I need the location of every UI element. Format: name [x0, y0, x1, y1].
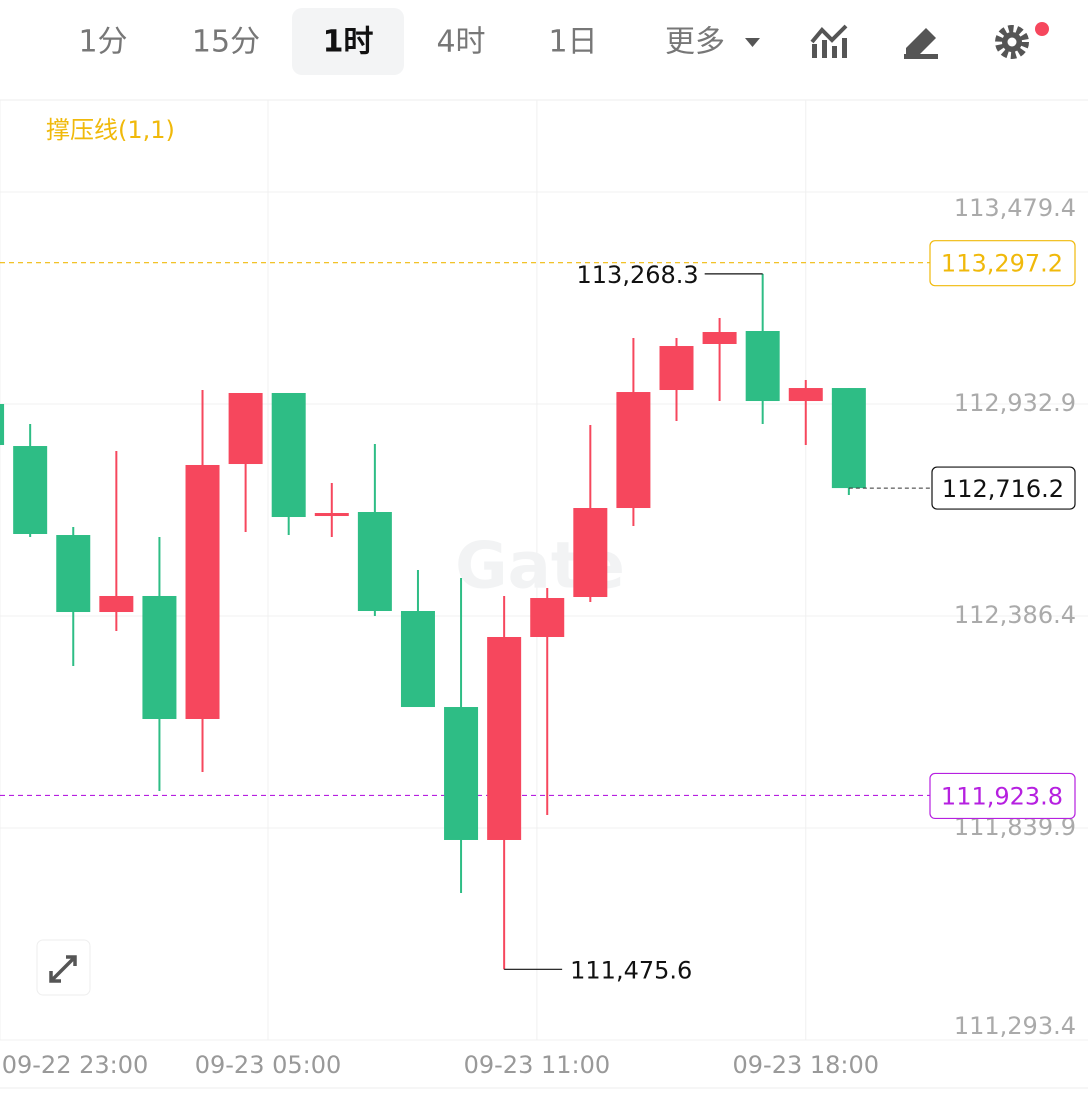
last-price-label: 112,716.2	[942, 475, 1064, 503]
candle-body	[831, 388, 866, 489]
timeframe-tab[interactable]: 1日	[548, 25, 597, 60]
high-label: 113,268.3	[577, 261, 699, 289]
candle-body	[745, 331, 780, 402]
low-label: 111,475.6	[570, 956, 692, 984]
candle-body	[0, 404, 5, 446]
timeframe-tab[interactable]: 4时	[436, 25, 485, 60]
indicators-icon[interactable]	[810, 24, 848, 58]
timeframe-tab[interactable]: 1分	[78, 25, 127, 60]
y-tick-label: 111,293.4	[954, 1012, 1076, 1040]
timeframe-tab[interactable]: 1时	[323, 25, 374, 60]
candle-body	[314, 513, 349, 517]
last-price-box	[931, 466, 1076, 510]
candle-body	[142, 595, 177, 719]
candle-body	[444, 707, 479, 840]
y-tick-label: 113,479.4	[954, 194, 1076, 222]
candle-body	[271, 392, 306, 518]
y-tick-label: 112,386.4	[954, 601, 1076, 629]
candle-body	[13, 446, 48, 535]
candle-body	[616, 392, 651, 509]
candle-body	[487, 636, 522, 840]
tab-bar: 1分 15分 1时 4时 1日 更多	[78, 8, 760, 75]
candle-body	[400, 611, 435, 708]
candle-body	[357, 512, 392, 612]
level-label: 111,923.8	[941, 782, 1063, 810]
x-tick-label: 09-23 05:00	[195, 1051, 342, 1079]
x-tick-label: 09-23 18:00	[733, 1051, 880, 1079]
candle-body	[788, 388, 823, 402]
indicator-label: 撑压线(1,1)	[46, 116, 175, 144]
candle-body	[185, 464, 220, 719]
dropdown-arrow	[745, 38, 760, 47]
y-tick-label: 112,932.9	[954, 389, 1076, 417]
expand-button[interactable]	[36, 939, 91, 996]
x-tick-label: 09-23 11:00	[464, 1051, 611, 1079]
timeframe-tab[interactable]: 15分	[192, 25, 260, 60]
level-box	[929, 240, 1076, 287]
candle-body	[659, 346, 694, 391]
candle-body	[702, 332, 737, 344]
candle-body	[99, 595, 134, 613]
candle-body	[228, 392, 263, 465]
draw-icon[interactable]	[904, 28, 938, 59]
x-tick-label: 09-22 23:00	[2, 1051, 149, 1079]
level-label: 113,297.2	[941, 250, 1063, 278]
settings-icon[interactable]	[995, 22, 1049, 59]
timeframe-tab[interactable]: 更多	[665, 25, 725, 60]
level-box	[929, 772, 1076, 820]
active-tab-bg	[292, 8, 404, 75]
candle-body	[573, 508, 608, 597]
candle-body	[56, 535, 91, 613]
candle-body	[530, 598, 565, 637]
